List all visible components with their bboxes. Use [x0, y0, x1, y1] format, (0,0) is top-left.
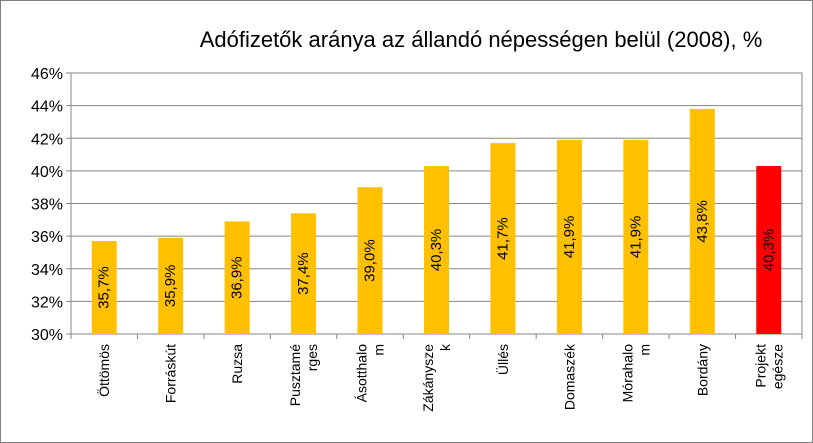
- bar-value-label: 36,9%: [229, 256, 246, 299]
- y-tick-label: 42%: [31, 131, 63, 148]
- bar-value-label: 40,3%: [428, 229, 445, 272]
- category-label: Mórahalo: [619, 344, 635, 403]
- category-label: Pusztamé: [287, 344, 303, 406]
- bar-value-label: 43,8%: [694, 200, 711, 243]
- bar: [689, 108, 715, 334]
- category-label: Üllés: [494, 344, 511, 375]
- y-tick-label: 32%: [31, 294, 63, 311]
- chart-title: Adófizetők aránya az állandó népességen …: [199, 27, 763, 52]
- bar: [224, 221, 250, 334]
- bar: [91, 241, 117, 334]
- y-tick-label: 38%: [31, 197, 63, 214]
- category-label: Zákánysze: [420, 344, 436, 412]
- category-label: Ásotthalo: [354, 344, 370, 403]
- bar-value-label: 41,9%: [627, 216, 644, 259]
- bar: [158, 237, 184, 334]
- bar-value-label: 35,9%: [162, 265, 179, 308]
- y-tick-label: 34%: [31, 262, 63, 279]
- bar: [756, 165, 782, 334]
- category-label: m: [371, 344, 387, 356]
- y-tick-label: 40%: [31, 164, 63, 181]
- category-label: Domaszék: [561, 343, 577, 410]
- category-label: egésze: [769, 344, 785, 389]
- bar-value-label: 40,3%: [760, 229, 777, 272]
- category-label: rges: [304, 344, 320, 371]
- bar-value-label: 41,7%: [494, 217, 511, 260]
- bar: [623, 139, 649, 334]
- bar-value-label: 37,4%: [295, 252, 312, 295]
- y-tick-label: 46%: [31, 66, 63, 83]
- bar-value-label: 41,9%: [561, 216, 578, 259]
- category-label: Bordány: [694, 344, 710, 396]
- bar: [490, 143, 516, 334]
- bar: [424, 165, 449, 334]
- bar: [556, 139, 582, 334]
- category-label: Forráskút: [163, 344, 179, 403]
- y-tick-label: 44%: [31, 99, 63, 116]
- category-label: Ruzsa: [229, 344, 245, 384]
- category-label: k: [437, 343, 453, 351]
- y-tick-label: 36%: [31, 229, 63, 246]
- y-tick-label: 30%: [31, 327, 63, 344]
- bar: [291, 213, 317, 334]
- category-label: Öttömös: [95, 344, 112, 397]
- bar-value-label: 39,0%: [362, 239, 379, 282]
- bar: [357, 187, 383, 334]
- category-label: Projekt: [752, 344, 768, 388]
- bar-value-label: 35,7%: [96, 266, 113, 309]
- category-label: m: [636, 344, 652, 356]
